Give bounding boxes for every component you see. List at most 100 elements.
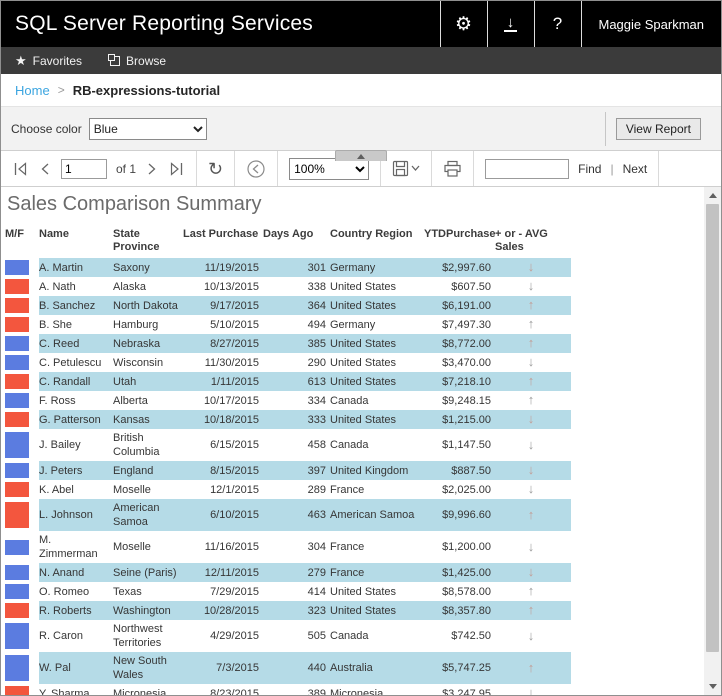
- cell-avg-sales-trend: ↑: [495, 391, 571, 410]
- cell-avg-sales-trend: ↑: [495, 315, 571, 334]
- choose-color-label: Choose color: [11, 121, 82, 136]
- find-next-button[interactable]: Next: [622, 161, 648, 176]
- breadcrumb-home-link[interactable]: Home: [15, 82, 50, 98]
- download-icon: ↓: [504, 15, 517, 32]
- cell-days-ago: 333: [263, 410, 330, 429]
- cell-avg-sales-trend: ↑: [495, 601, 571, 620]
- previous-page-button[interactable]: [38, 161, 52, 177]
- cell-country-region: Canada: [330, 439, 369, 451]
- parameter-collapse-handle[interactable]: [335, 150, 387, 161]
- cell-name: Y. Sharma: [39, 687, 90, 696]
- female-color-swatch: [5, 412, 29, 427]
- cell-name: L. Johnson: [39, 499, 113, 531]
- trend-up-arrow-icon: ↑: [527, 316, 535, 331]
- parameter-divider: [604, 111, 606, 146]
- choose-color-select[interactable]: Blue: [88, 117, 207, 140]
- first-page-button[interactable]: [12, 161, 29, 177]
- table-row: G. Patterson Kansas 10/18/2015 333 United St…: [5, 410, 571, 429]
- tab-browse[interactable]: Browse: [96, 47, 180, 74]
- download-button[interactable]: ↓: [486, 1, 534, 47]
- cell-name: M. Zimmerman: [39, 534, 98, 560]
- settings-button[interactable]: ⚙: [439, 1, 487, 47]
- view-report-button[interactable]: View Report: [615, 117, 701, 140]
- cell-last-purchase: 12/11/2015: [183, 563, 263, 582]
- trend-up-arrow-icon: ↑: [527, 373, 535, 388]
- scroll-down-button[interactable]: [704, 678, 721, 695]
- trend-down-arrow-icon: ↓: [527, 278, 535, 293]
- tab-favorites[interactable]: ★ Favorites: [1, 47, 96, 74]
- cell-state-province: Saxony: [113, 258, 183, 277]
- cell-last-purchase: 4/29/2015: [210, 630, 259, 642]
- app-header: SQL Server Reporting Services ⚙ ↓ ? Magg…: [1, 1, 721, 47]
- refresh-icon[interactable]: ↻: [208, 158, 224, 179]
- cell-state-province: American Samoa: [113, 499, 183, 531]
- cell-ytd-purchase: $6,191.00: [424, 296, 495, 315]
- find-next-separator: |: [610, 161, 614, 176]
- cell-last-purchase: 8/27/2015: [183, 334, 263, 353]
- cell-ytd-purchase: $742.50: [451, 630, 491, 642]
- trend-down-arrow-icon: ↓: [527, 627, 535, 643]
- trend-up-arrow-icon: ↑: [527, 659, 535, 675]
- cell-country-region: United States: [330, 585, 397, 598]
- table-row: A. Martin Saxony 11/19/2015 301 Germany $2,99…: [5, 258, 571, 277]
- help-icon: ?: [552, 14, 563, 33]
- cell-last-purchase: 7/3/2015: [183, 652, 263, 684]
- cell-country-region: United Kingdom: [330, 461, 424, 480]
- cell-avg-sales-trend: ↓: [495, 480, 571, 499]
- cell-days-ago: 364: [263, 296, 330, 315]
- cell-country-region: United States: [330, 410, 424, 429]
- cell-name: N. Anand: [39, 563, 113, 582]
- cell-days-ago: 458: [307, 439, 326, 451]
- user-name: Maggie Sparkman: [598, 16, 705, 32]
- find-button[interactable]: Find: [578, 161, 602, 176]
- cell-avg-sales-trend: ↓: [495, 620, 571, 652]
- cell-mf: [5, 531, 39, 563]
- print-button[interactable]: [443, 160, 462, 178]
- cell-days-ago: 334: [307, 394, 326, 407]
- cell-mf: [5, 563, 39, 582]
- male-color-swatch: [5, 565, 29, 580]
- find-input[interactable]: [485, 158, 570, 179]
- cell-avg-sales-trend: ↑: [495, 296, 571, 315]
- cell-country-region: American Samoa: [330, 499, 424, 531]
- female-color-swatch: [5, 298, 29, 313]
- cell-country-region: Germany: [330, 258, 424, 277]
- page-number-input[interactable]: [61, 158, 107, 179]
- refresh-group: ↻: [197, 151, 234, 186]
- trend-down-arrow-icon: ↓: [527, 564, 535, 579]
- breadcrumb: Home > RB-expressions-tutorial: [1, 74, 721, 107]
- trend-up-arrow-icon: ↑: [527, 335, 535, 350]
- help-button[interactable]: ?: [533, 1, 581, 47]
- toolbar-divider: [380, 151, 382, 186]
- save-export-button[interactable]: [392, 160, 420, 177]
- cell-country-region: Germany: [330, 318, 376, 331]
- cell-country-region: France: [330, 541, 365, 553]
- trend-up-arrow-icon: ↑: [527, 602, 535, 617]
- table-row: M. Zimmerman Moselle 11/16/2015 304 France $1…: [5, 531, 571, 563]
- vertical-scrollbar[interactable]: [704, 187, 721, 695]
- scrollbar-thumb[interactable]: [706, 204, 719, 652]
- cell-days-ago: 505: [307, 630, 326, 642]
- cell-ytd-purchase: $887.50: [424, 461, 495, 480]
- back-button[interactable]: [246, 159, 266, 179]
- cell-mf: [5, 410, 39, 429]
- cell-name: C. Petulescu: [39, 356, 102, 369]
- cell-days-ago: 301: [263, 258, 330, 277]
- user-menu[interactable]: Maggie Sparkman: [580, 1, 722, 47]
- cell-last-purchase: 1/11/2015: [183, 372, 263, 391]
- cell-name: B. Sanchez: [39, 296, 113, 315]
- trend-down-arrow-icon: ↓: [527, 462, 535, 477]
- next-page-button[interactable]: [145, 161, 159, 177]
- scroll-up-button[interactable]: [704, 187, 721, 204]
- trend-down-arrow-icon: ↓: [527, 685, 535, 696]
- zoom-select[interactable]: 100%: [289, 157, 370, 180]
- cell-state-province: Hamburg: [113, 318, 159, 331]
- last-page-button[interactable]: [168, 161, 185, 177]
- cell-ytd-purchase: $5,747.25: [424, 652, 495, 684]
- browse-icon: [108, 53, 121, 66]
- cell-days-ago: 494: [307, 318, 326, 331]
- male-color-swatch: [5, 584, 29, 599]
- cell-last-purchase: 12/1/2015: [210, 483, 259, 496]
- table-row: B. Sanchez North Dakota 9/17/2015 364 United…: [5, 296, 571, 315]
- cell-days-ago: 289: [307, 483, 326, 496]
